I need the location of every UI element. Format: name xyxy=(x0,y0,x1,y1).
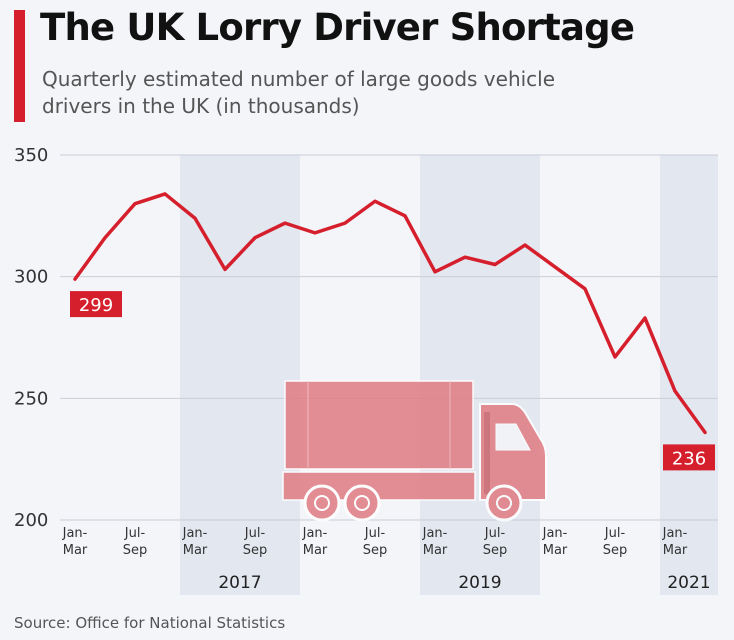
data-label-box xyxy=(663,444,715,471)
x-tick-label-top: Jan- xyxy=(62,526,88,541)
x-tick-label-bottom: Sep xyxy=(363,543,388,558)
x-tick-label-bottom: Mar xyxy=(543,543,568,558)
x-tick-label-bottom: Mar xyxy=(183,543,208,558)
y-tick-label: 200 xyxy=(14,510,48,531)
y-axis-ticks: 200 250 300 350 xyxy=(14,145,48,531)
source-note: Source: Office for National Statistics xyxy=(14,614,286,632)
y-tick-label: 350 xyxy=(14,145,48,166)
x-tick-label-top: Jan- xyxy=(422,526,448,541)
year-labels: 2017 2019 2021 xyxy=(218,573,710,593)
accent-bar xyxy=(14,10,25,122)
data-labels: 299 236 xyxy=(70,291,715,471)
chart-subtitle: Quarterly estimated number of large good… xyxy=(42,67,556,118)
year-label: 2021 xyxy=(667,573,710,593)
series-line-path xyxy=(73,192,707,435)
x-tick-label-top: Jan- xyxy=(542,526,568,541)
x-tick-label-top: Jan- xyxy=(182,526,208,541)
x-axis-ticks: Jan- Mar Jul- Sep Jan- Mar Jul- Sep Jan- Mar Jul- S… xyxy=(62,526,688,558)
series-line xyxy=(73,192,707,435)
x-tick-label-top: Jan- xyxy=(662,526,688,541)
year-band-2019 xyxy=(420,155,540,595)
data-label: 299 xyxy=(79,295,113,316)
data-label-box xyxy=(70,291,122,318)
x-tick-label-bottom: Mar xyxy=(663,543,688,558)
x-tick-label-bottom: Mar xyxy=(423,543,448,558)
x-tick-label-top: Jul- xyxy=(364,526,386,541)
x-tick-label-bottom: Sep xyxy=(483,543,508,558)
x-tick-label-bottom: Mar xyxy=(303,543,328,558)
lorry-truck-icon xyxy=(282,380,547,522)
year-label: 2017 xyxy=(218,573,261,593)
x-tick-label-top: Jul- xyxy=(604,526,626,541)
chart-title: The UK Lorry Driver Shortage xyxy=(40,6,635,49)
year-label: 2019 xyxy=(458,573,501,593)
x-tick-label-top: Jul- xyxy=(244,526,266,541)
x-tick-label-top: Jan- xyxy=(302,526,328,541)
x-tick-label-bottom: Sep xyxy=(243,543,268,558)
x-tick-label-top: Jul- xyxy=(124,526,146,541)
x-tick-label-bottom: Mar xyxy=(63,543,88,558)
y-tick-label: 250 xyxy=(14,388,48,409)
x-tick-label-top: Jul- xyxy=(484,526,506,541)
x-tick-label-bottom: Sep xyxy=(603,543,628,558)
data-label: 236 xyxy=(672,448,706,469)
year-bands xyxy=(180,155,718,595)
x-tick-label-bottom: Sep xyxy=(123,543,148,558)
y-tick-label: 300 xyxy=(14,267,48,288)
